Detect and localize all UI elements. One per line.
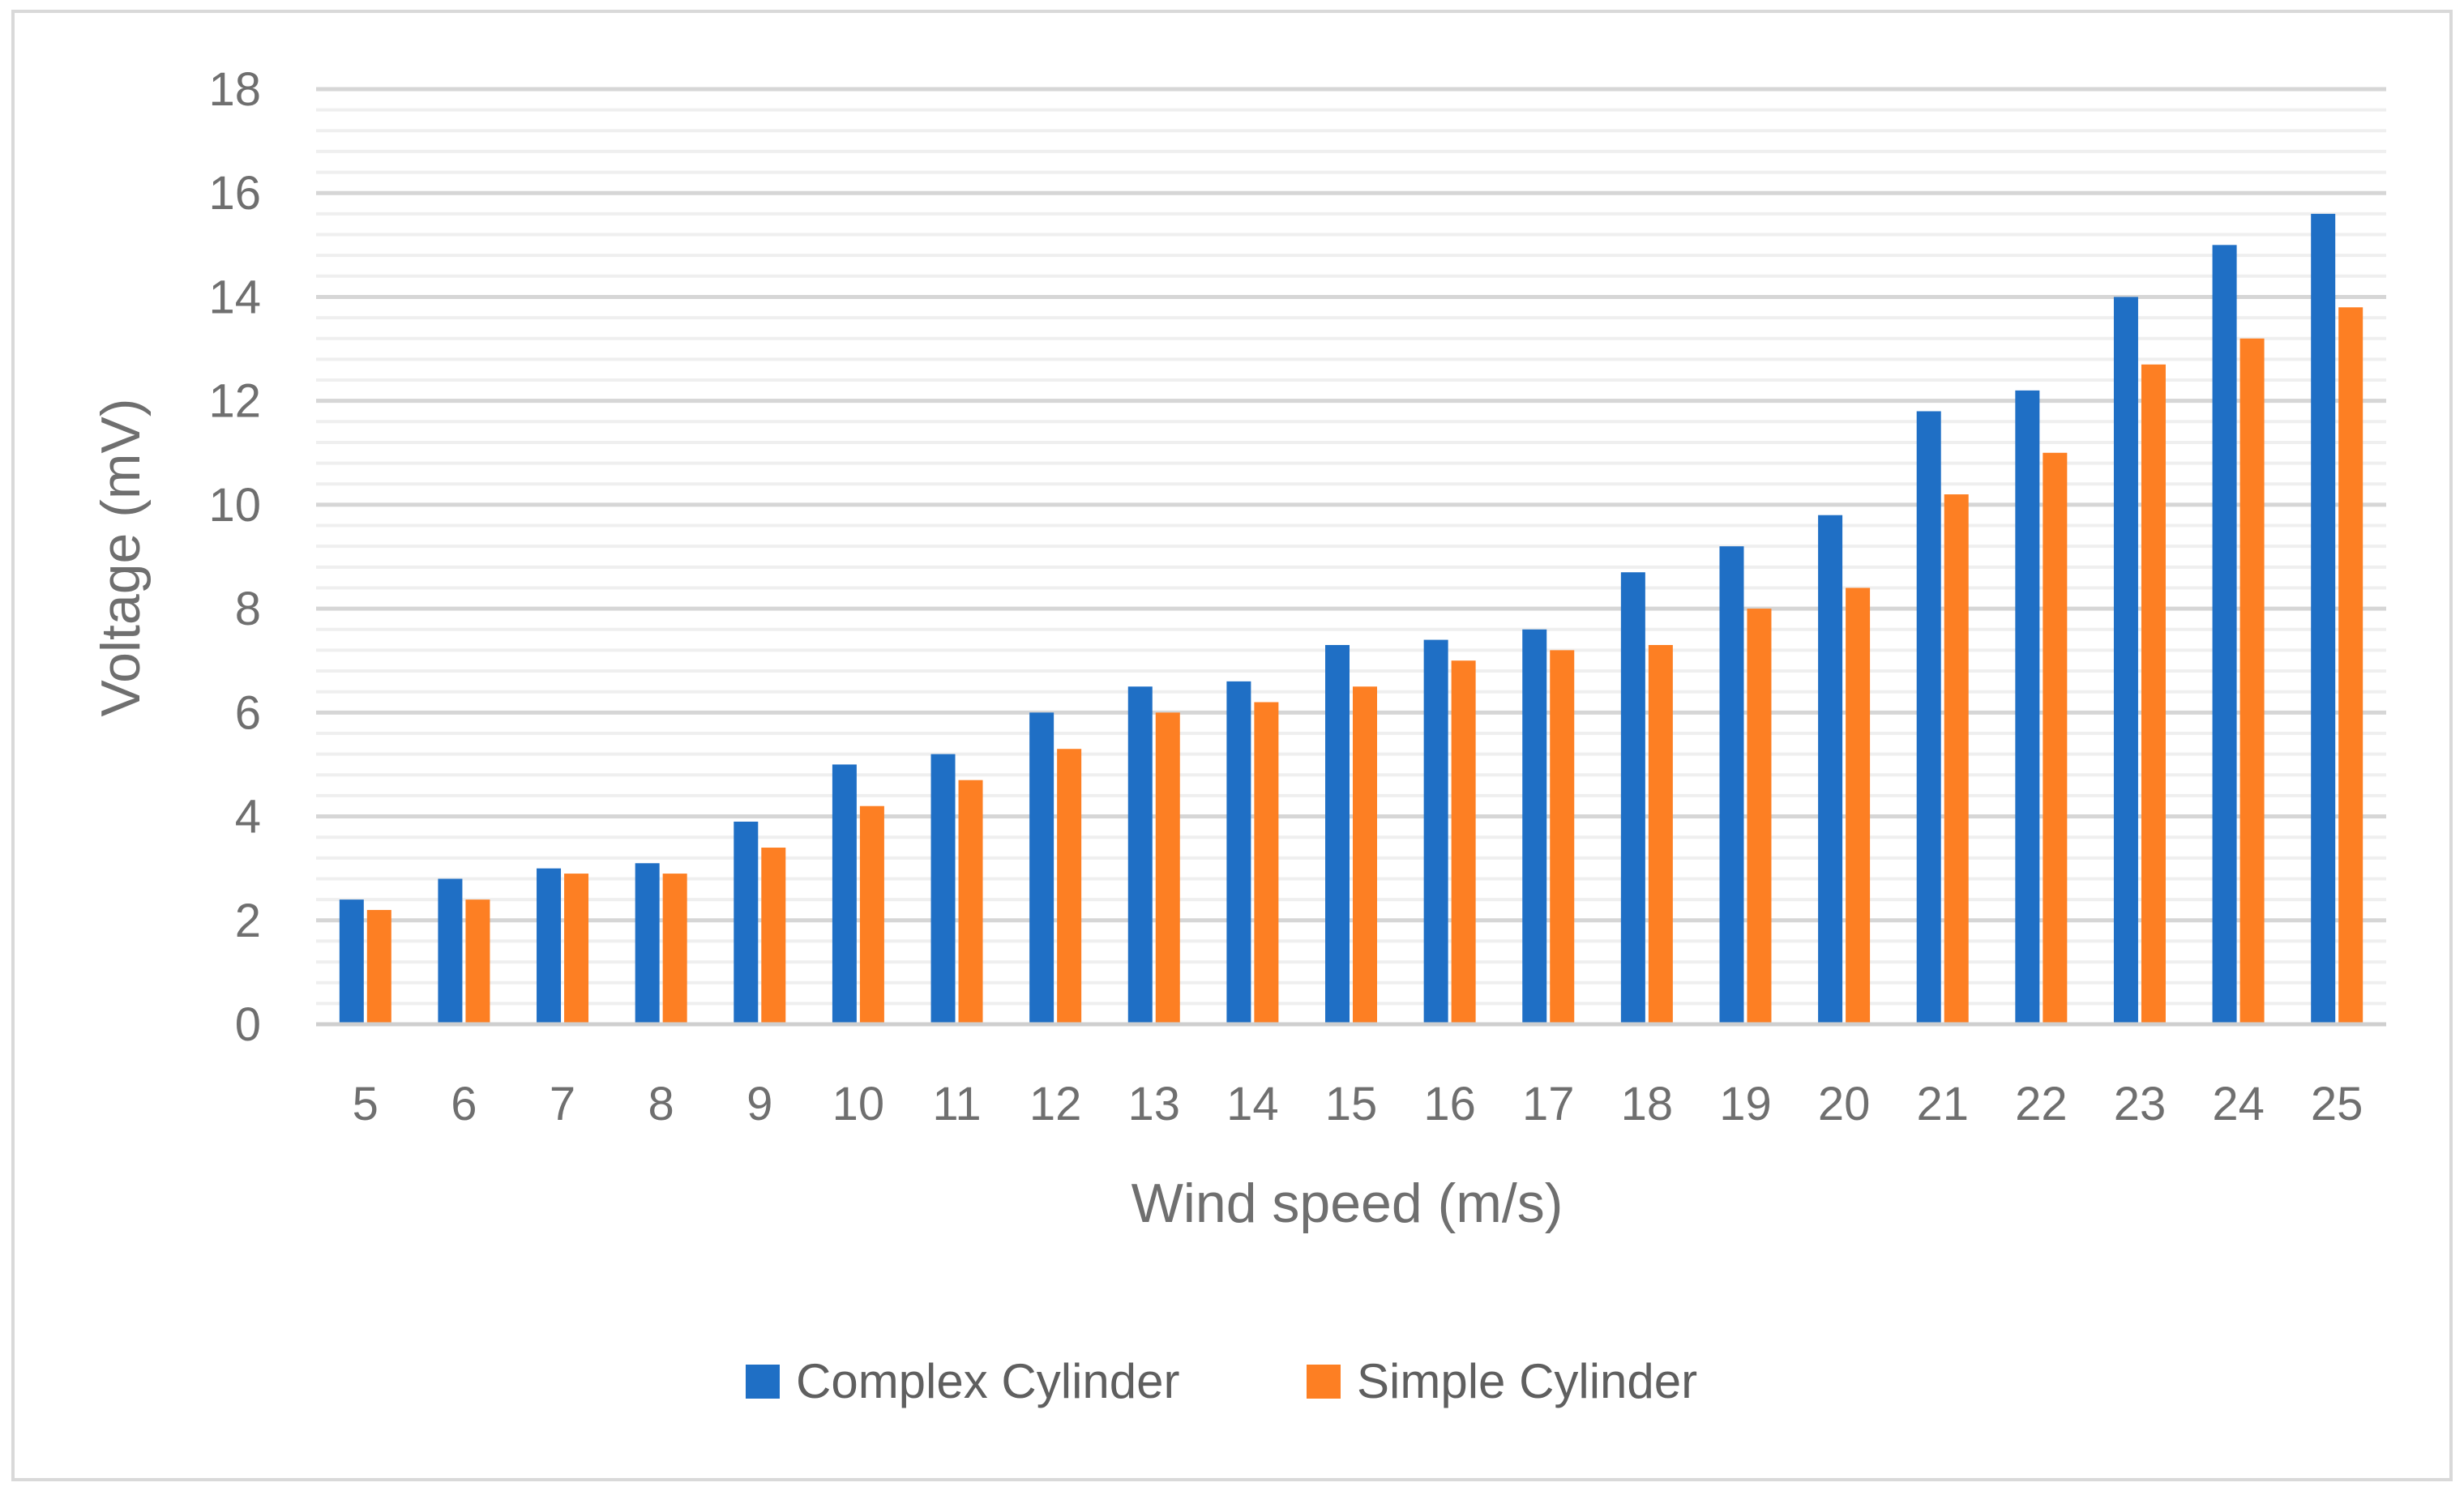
y-tick-label: 4 xyxy=(235,791,261,844)
x-tick-label: 9 xyxy=(746,1078,772,1130)
complex-cylinder-bar xyxy=(1127,686,1153,1024)
x-tick-label: 19 xyxy=(1719,1078,1772,1130)
complex-cylinder-bar xyxy=(2311,213,2336,1024)
simple-cylinder-bar xyxy=(662,874,687,1024)
gridlines xyxy=(316,87,2386,1006)
complex-cylinder-bar xyxy=(1226,681,1251,1024)
complex-cylinder-bar xyxy=(1325,644,1350,1024)
y-tick-label: 18 xyxy=(208,63,261,116)
simple-cylinder-bar xyxy=(1550,650,1575,1024)
complex-cylinder-bar xyxy=(2212,245,2237,1024)
bars xyxy=(339,213,2363,1024)
complex-cylinder-bar xyxy=(1916,411,1941,1024)
x-tick-label: 10 xyxy=(832,1078,885,1130)
x-tick-label: 14 xyxy=(1226,1078,1279,1130)
simple-cylinder-bar xyxy=(1057,749,1082,1024)
legend-label-simple-cylinder: Simple Cylinder xyxy=(1357,1354,1697,1408)
complex-cylinder-bar xyxy=(1719,546,1744,1024)
simple-cylinder-bar xyxy=(1155,712,1180,1024)
simple-cylinder-bar xyxy=(2239,338,2265,1024)
x-tick-label: 24 xyxy=(2212,1078,2265,1130)
simple-cylinder-bar xyxy=(1254,702,1279,1024)
y-axis-title: Voltage (mV) xyxy=(90,398,152,716)
x-tick-label: 11 xyxy=(932,1078,981,1130)
complex-cylinder-bar xyxy=(438,878,463,1024)
legend: Complex Cylinder Simple Cylinder xyxy=(746,1354,1697,1408)
simple-cylinder-bar xyxy=(1747,609,1772,1024)
complex-cylinder-bar xyxy=(2015,390,2040,1024)
simple-cylinder-bar xyxy=(564,874,589,1024)
x-tick-labels: 5 6 7 8 9 10 11 12 13 14 15 16 17 18 19 20 21 22 23 24 25 xyxy=(353,1078,2363,1130)
x-tick-label: 15 xyxy=(1325,1078,1378,1130)
x-tick-label: 8 xyxy=(648,1078,674,1130)
simple-cylinder-bar xyxy=(2338,307,2363,1024)
x-tick-label: 20 xyxy=(1818,1078,1871,1130)
complex-cylinder-bar xyxy=(832,764,857,1024)
complex-cylinder-bar xyxy=(1423,639,1448,1024)
simple-cylinder-bar xyxy=(859,805,884,1024)
complex-cylinder-bar xyxy=(930,754,956,1024)
y-tick-label: 0 xyxy=(235,998,261,1051)
x-axis-title: Wind speed (m/s) xyxy=(1131,1173,1564,1234)
complex-cylinder-bar xyxy=(2113,297,2138,1024)
legend-label-complex-cylinder: Complex Cylinder xyxy=(796,1354,1180,1408)
simple-cylinder-bar xyxy=(2141,364,2166,1024)
y-tick-label: 10 xyxy=(208,479,261,532)
y-tick-label: 14 xyxy=(208,271,261,323)
y-tick-label: 12 xyxy=(208,375,261,428)
complex-cylinder-bar xyxy=(1522,629,1547,1024)
x-tick-label: 23 xyxy=(2114,1078,2167,1130)
x-tick-label: 12 xyxy=(1029,1078,1082,1130)
complex-cylinder-bar xyxy=(339,899,364,1024)
legend-swatch-simple-cylinder xyxy=(1307,1365,1341,1399)
complex-cylinder-bar xyxy=(734,821,759,1024)
complex-cylinder-bar xyxy=(1029,712,1054,1024)
simple-cylinder-bar xyxy=(1353,686,1377,1024)
simple-cylinder-bar xyxy=(1846,587,1871,1024)
simple-cylinder-bar xyxy=(465,899,490,1024)
x-tick-label: 5 xyxy=(353,1078,379,1130)
simple-cylinder-bar xyxy=(1944,494,1969,1024)
legend-swatch-complex-cylinder xyxy=(746,1365,780,1399)
x-tick-label: 18 xyxy=(1621,1078,1674,1130)
y-tick-labels: 0 2 4 6 8 10 12 14 16 18 xyxy=(208,63,261,1051)
y-tick-label: 8 xyxy=(235,583,261,635)
complex-cylinder-bar xyxy=(537,868,562,1024)
x-tick-label: 22 xyxy=(2015,1078,2068,1130)
x-tick-label: 16 xyxy=(1423,1078,1476,1130)
x-tick-label: 21 xyxy=(1916,1078,1969,1130)
simple-cylinder-bar xyxy=(366,909,391,1024)
simple-cylinder-bar xyxy=(958,780,983,1024)
complex-cylinder-bar xyxy=(1620,572,1645,1024)
x-tick-label: 7 xyxy=(550,1078,575,1130)
complex-cylinder-bar xyxy=(635,863,660,1024)
x-tick-label: 6 xyxy=(451,1078,477,1130)
simple-cylinder-bar xyxy=(2043,452,2068,1024)
y-tick-label: 16 xyxy=(208,167,261,220)
simple-cylinder-bar xyxy=(761,848,786,1024)
simple-cylinder-bar xyxy=(1451,660,1476,1024)
x-tick-label: 17 xyxy=(1522,1078,1575,1130)
y-tick-label: 2 xyxy=(235,895,261,947)
x-tick-label: 25 xyxy=(2311,1078,2363,1130)
y-tick-label: 6 xyxy=(235,686,261,739)
x-tick-label: 13 xyxy=(1128,1078,1181,1130)
simple-cylinder-bar xyxy=(1648,644,1673,1024)
complex-cylinder-bar xyxy=(1818,515,1843,1024)
